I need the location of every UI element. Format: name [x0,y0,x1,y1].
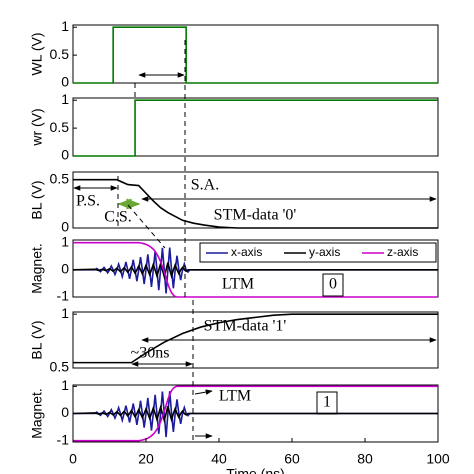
y-tick-label: 0.5 [50,359,70,375]
annotation: 0 [329,276,337,293]
legend-label: z-axis [387,245,418,259]
plots: 0 0.5 1 WL (V) 0 0.5 1 wr (V) 0 0.5 BL (V) P.S.C.S.… [29,18,450,474]
annotation: C.S. [104,209,132,226]
x-tick-label: 0 [69,451,77,467]
x-axis-label: Time (ns) [226,466,285,474]
annotation: LTM [222,276,254,293]
annotation-box [316,391,338,415]
y-tick-label: 0 [61,404,69,420]
y-axis-label: wr (V) [29,108,45,146]
series-line [73,178,438,229]
annotation: STM-data '0' [214,207,297,224]
y-tick-label: 0.5 [50,46,70,62]
annotation: S.A. [191,177,219,194]
y-axis-label: Magnet. [29,243,45,294]
annotation: ~30ns [131,345,170,362]
series-line [72,260,438,280]
series-line [73,385,438,442]
x-tick-label: 80 [357,451,373,467]
y-axis-label: WL (V) [29,32,45,75]
annotation: 1 [323,394,331,411]
series-line [73,241,438,298]
legend-label: y-axis [309,245,340,259]
annotation: P.S. [76,193,100,210]
legend-box [199,242,437,263]
annotation: STM-data '1' [204,318,287,335]
x-tick-label: 40 [211,451,227,467]
x-tick-label: 60 [284,451,300,467]
y-tick-label: 0 [61,74,69,90]
series-line [72,404,438,424]
y-tick-label: -1 [57,431,70,447]
series-line [73,26,438,84]
x-tick-label: 100 [426,451,450,467]
dashed-line [127,204,166,249]
y-tick-label: 0.5 [50,170,70,186]
y-tick-label: -1 [57,288,70,304]
layout-arrows [73,40,437,442]
y-tick-label: 1 [61,233,69,249]
y-axis-label: Magnet. [29,388,45,439]
y-tick-label: 1 [61,377,69,393]
y-tick-label: 0 [61,261,69,277]
arrow [194,389,213,395]
y-axis-label: BL (V) [29,180,45,219]
y-tick-label: 1 [61,305,69,321]
y-tick-label: 0 [61,147,69,163]
annotation: LTM [219,388,251,405]
annotation-box [322,273,344,297]
series-line [73,391,438,438]
y-tick-label: 0 [61,219,69,235]
x-tick-label: 20 [138,451,154,467]
y-tick-label: 1 [61,91,69,107]
series-line [73,313,438,364]
series-line [73,247,438,294]
plot-frame [72,24,439,84]
y-tick-label: 1 [61,18,69,34]
y-axis-label: BL (V) [29,320,45,359]
y-tick-label: 0.5 [50,119,70,135]
series-line [73,99,438,157]
plot-frame [72,97,439,157]
legend-label: x-axis [231,245,262,259]
